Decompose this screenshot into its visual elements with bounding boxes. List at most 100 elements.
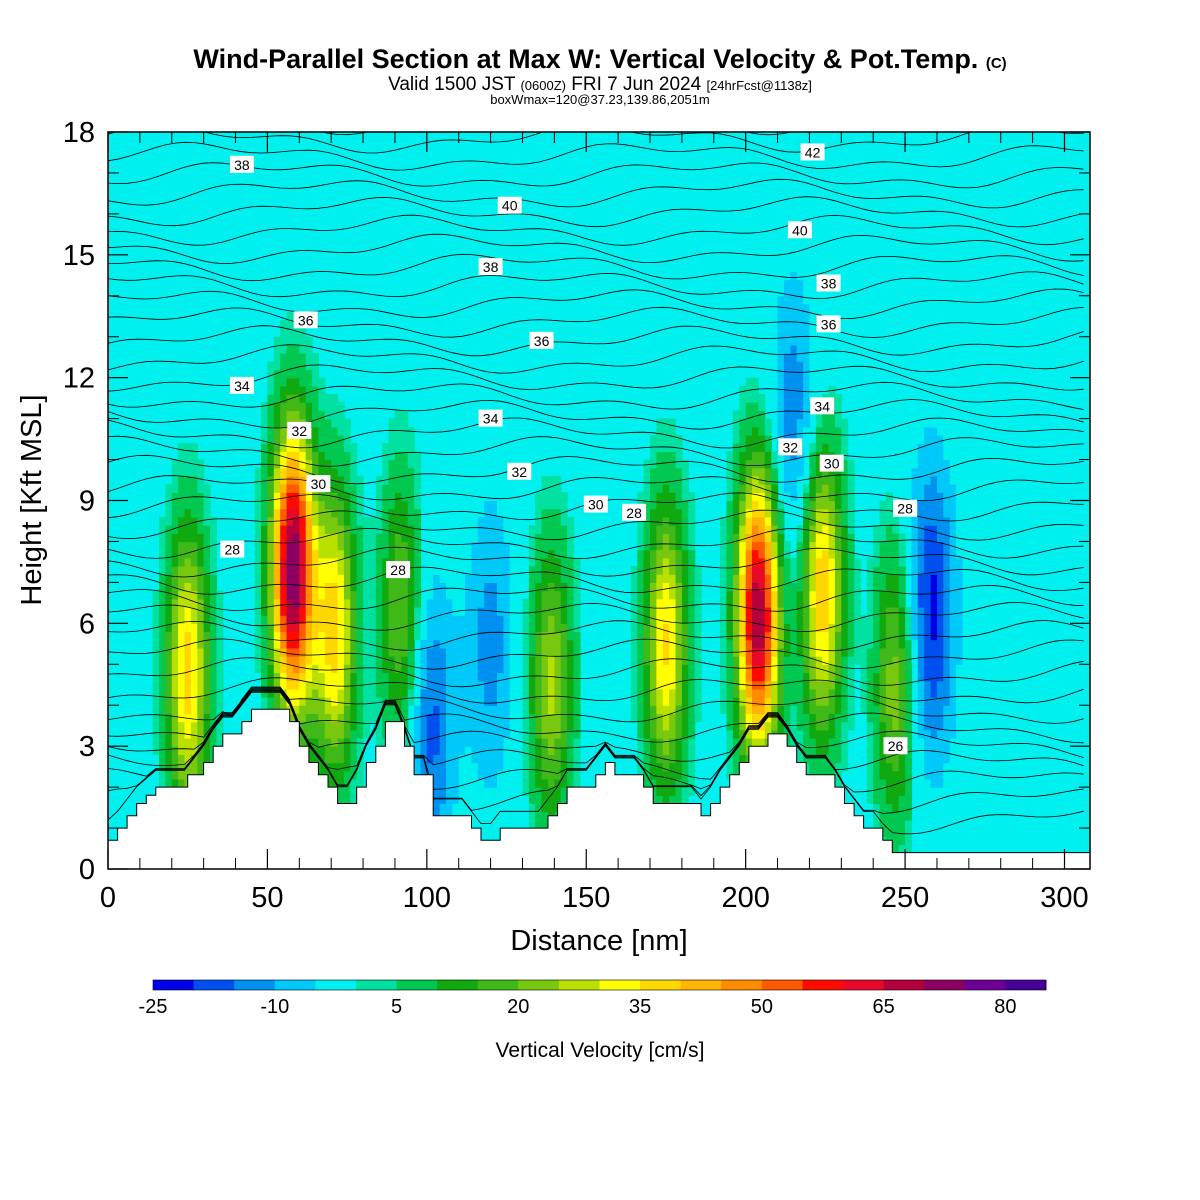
- velocity-cell: [312, 435, 319, 444]
- velocity-cell: [778, 689, 785, 698]
- velocity-cell: [931, 779, 938, 788]
- velocity-cell: [937, 460, 944, 469]
- velocity-cell: [408, 443, 415, 452]
- velocity-cell: [892, 615, 899, 624]
- velocity-cell: [446, 673, 453, 682]
- velocity-cell: [497, 771, 504, 780]
- velocity-cell: [287, 607, 294, 616]
- velocity-cell: [829, 574, 836, 583]
- velocity-cell: [204, 632, 211, 641]
- velocity-cell: [478, 795, 485, 804]
- velocity-cell: [191, 533, 198, 542]
- velocity-cell: [854, 648, 861, 657]
- velocity-cell: [401, 689, 408, 698]
- velocity-cell: [497, 558, 504, 567]
- velocity-cell: [733, 591, 740, 600]
- velocity-cell: [280, 509, 287, 518]
- velocity-cell: [809, 599, 816, 608]
- velocity-cell: [338, 419, 345, 428]
- velocity-cell: [535, 730, 542, 739]
- velocity-cell: [503, 558, 510, 567]
- velocity-cell: [325, 394, 332, 403]
- velocity-cell: [765, 656, 772, 665]
- velocity-cell: [408, 435, 415, 444]
- velocity-cell: [389, 443, 396, 452]
- velocity-cell: [338, 468, 345, 477]
- velocity-cell: [280, 640, 287, 649]
- velocity-cell: [676, 517, 683, 526]
- velocity-cell: [797, 623, 804, 632]
- velocity-cell: [440, 574, 447, 583]
- velocity-cell: [841, 730, 848, 739]
- velocity-cell: [159, 648, 166, 657]
- velocity-cell: [835, 615, 842, 624]
- velocity-cell: [299, 541, 306, 550]
- velocity-cell: [153, 738, 160, 747]
- velocity-cell: [771, 509, 778, 518]
- velocity-cell: [401, 681, 408, 690]
- velocity-cell: [185, 460, 192, 469]
- velocity-cell: [841, 713, 848, 722]
- velocity-cell: [178, 648, 185, 657]
- velocity-cell: [459, 673, 466, 682]
- velocity-cell: [771, 345, 778, 354]
- velocity-cell: [835, 648, 842, 657]
- velocity-cell: [561, 738, 568, 747]
- velocity-cell: [790, 419, 797, 428]
- velocity-cell: [287, 443, 294, 452]
- velocity-cell: [478, 738, 485, 747]
- velocity-cell: [357, 591, 364, 600]
- velocity-cell: [688, 697, 695, 706]
- velocity-cell: [440, 615, 447, 624]
- velocity-cell: [197, 533, 204, 542]
- velocity-cell: [472, 484, 479, 493]
- velocity-cell: [312, 607, 319, 616]
- velocity-cell: [529, 730, 536, 739]
- velocity-cell: [931, 656, 938, 665]
- velocity-cell: [771, 361, 778, 370]
- velocity-cell: [720, 541, 727, 550]
- velocity-cell: [918, 738, 925, 747]
- velocity-cell: [733, 681, 740, 690]
- velocity-cell: [924, 427, 931, 436]
- velocity-cell: [287, 648, 294, 657]
- velocity-cell: [350, 713, 357, 722]
- velocity-cell: [663, 517, 670, 526]
- velocity-cell: [293, 353, 300, 362]
- velocity-cell: [542, 640, 549, 649]
- velocity-cell: [682, 738, 689, 747]
- velocity-cell: [401, 443, 408, 452]
- velocity-cell: [778, 263, 785, 272]
- velocity-cell: [491, 754, 498, 763]
- velocity-cell: [880, 763, 887, 772]
- velocity-cell: [727, 582, 734, 591]
- velocity-cell: [880, 525, 887, 534]
- velocity-cell: [924, 738, 931, 747]
- velocity-cell: [663, 746, 670, 755]
- velocity-cell: [797, 271, 804, 280]
- velocity-cell: [765, 468, 772, 477]
- velocity-cell: [318, 501, 325, 510]
- velocity-cell: [497, 468, 504, 477]
- velocity-cell: [688, 517, 695, 526]
- velocity-cell: [255, 664, 262, 673]
- velocity-cell: [535, 697, 542, 706]
- velocity-cell: [312, 574, 319, 583]
- velocity-cell: [280, 378, 287, 387]
- velocity-cell: [191, 541, 198, 550]
- velocity-cell: [172, 460, 179, 469]
- velocity-cell: [739, 746, 746, 755]
- velocity-cell: [956, 566, 963, 575]
- velocity-cell: [656, 443, 663, 452]
- velocity-cell: [892, 517, 899, 526]
- velocity-cell: [931, 648, 938, 657]
- velocity-cell: [287, 550, 294, 559]
- velocity-cell: [452, 656, 459, 665]
- velocity-cell: [803, 607, 810, 616]
- velocity-cell: [574, 615, 581, 624]
- velocity-cell: [765, 673, 772, 682]
- velocity-cell: [210, 664, 217, 673]
- velocity-cell: [746, 574, 753, 583]
- velocity-cell: [848, 574, 855, 583]
- velocity-cell: [376, 689, 383, 698]
